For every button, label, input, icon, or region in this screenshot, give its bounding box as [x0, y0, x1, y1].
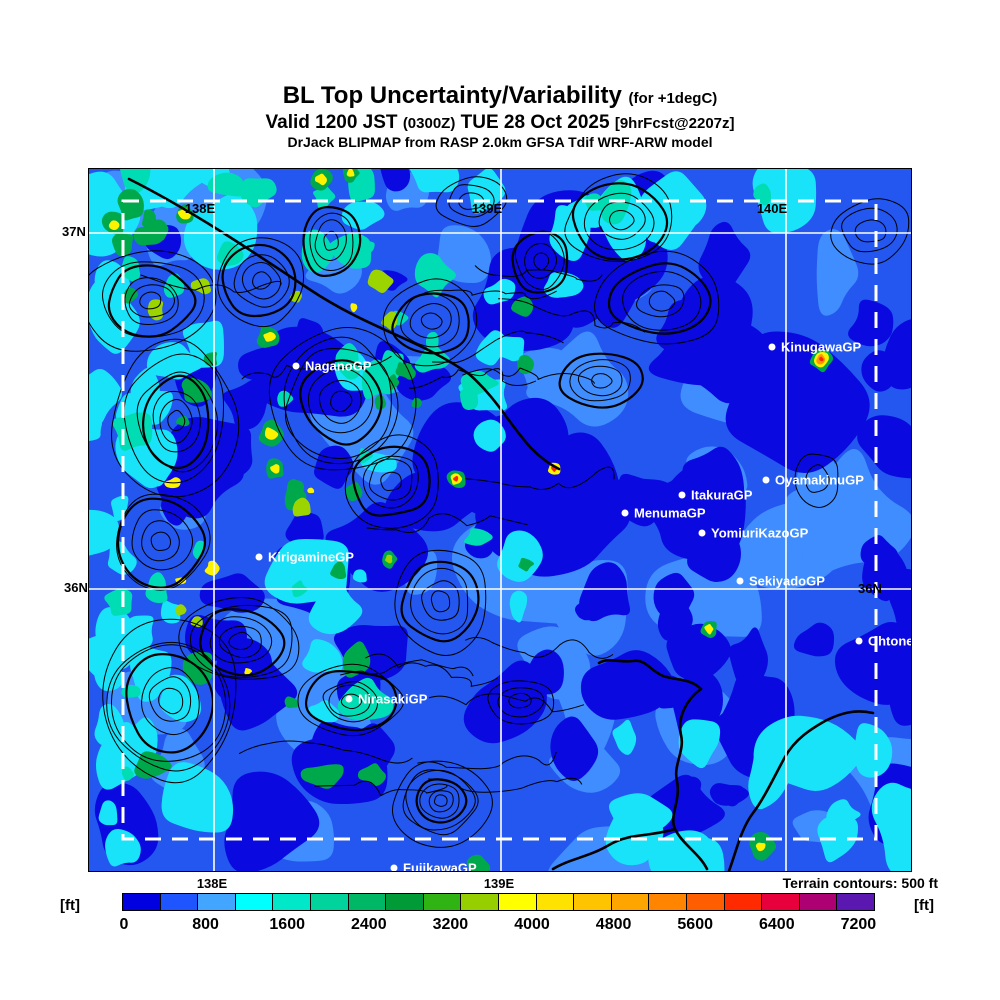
station-markers: NaganoGP KinugawaGP OyamakinuGP ItakuraGP Me… [255, 340, 912, 873]
dashed-domain-box [121, 199, 878, 841]
grid-lines [89, 169, 911, 871]
meridian-label: 138E [185, 201, 216, 216]
colorbar-segment [198, 894, 236, 910]
title-main: BL Top Uncertainty/Variability [282, 82, 622, 109]
station-label: NirasakiGP [358, 692, 428, 707]
valid-line: Valid 1200 JST (0300Z) TUE 28 Oct 2025 [… [0, 112, 1000, 134]
colorbar-tick-label: 5600 [677, 916, 713, 933]
station-label: KinugawaGP [781, 340, 862, 355]
title-block: BL Top Uncertainty/Variability (for +1de… [0, 82, 1000, 151]
meridian-label: 140E [757, 201, 788, 216]
terrain-note: Terrain contours: 500 ft [782, 875, 938, 891]
colorbar-tick-label: 2400 [351, 916, 387, 933]
terrain-contours [89, 173, 910, 848]
station-label: YomiuriKazoGP [711, 526, 809, 541]
valid-time: Valid 1200 JST [265, 111, 398, 133]
colorbar-ticks: 0 800 1600 2400 3200 4000 4800 5600 6400 7200 [119, 916, 877, 938]
colorbar-segment [273, 894, 311, 910]
valid-forecast-tag: [9hrFcst@2207z] [614, 114, 735, 132]
colorbar-segment [724, 894, 763, 910]
colorbar-segment [837, 894, 874, 910]
lat-label-37n: 37N [62, 224, 86, 239]
bottom-axis: 138E 139E [0, 876, 1000, 892]
forecast-map: 138E 139E 140E 36N NaganoGP KinugawaGP Oyamaki… [62, 168, 912, 872]
station-label: MenumaGP [634, 506, 706, 521]
lat-label-36n: 36N [64, 580, 88, 595]
colorbar-tick-label: 3200 [432, 916, 469, 933]
valid-date: TUE 28 Oct 2025 [460, 111, 610, 133]
station-label: OhtoneGP [868, 634, 912, 649]
station-dot [736, 577, 744, 585]
station-label: SekiyadoGP [749, 574, 825, 589]
station-label: OyamakinuGP [775, 473, 864, 488]
colorbar-tick-label: 1600 [269, 916, 305, 933]
colorbar-segment [461, 894, 499, 910]
colorbar-segment [498, 894, 537, 910]
meridian-label: 139E [472, 201, 503, 216]
colorbar-segment [649, 894, 687, 910]
colorbar-tick-label: 800 [192, 916, 219, 933]
colorbar-segment [611, 894, 650, 910]
station-label: KirigamineGP [268, 550, 354, 565]
axis-label-139e: 139E [483, 876, 515, 891]
colorbar-segment [386, 894, 424, 910]
model-line: DrJack BLIPMAP from RASP 2.0km GFSA Tdif… [287, 134, 713, 151]
colorbar-tick-label: 4000 [514, 916, 550, 933]
page-title: BL Top Uncertainty/Variability (for +1de… [0, 82, 1000, 110]
station-label: NaganoGP [305, 359, 372, 374]
title-paren: (for +1degC) [628, 90, 718, 107]
colorbar-segment [536, 894, 575, 910]
colorbar-tick-label: 4800 [595, 916, 632, 933]
station-dot [255, 553, 263, 561]
colorbar-segment [574, 894, 612, 910]
station-dot [698, 529, 706, 537]
station-dot [292, 362, 300, 370]
colorbar-segment [310, 894, 349, 910]
colorbar-segment [348, 894, 387, 910]
colorbar-segment [686, 894, 725, 910]
colorbar-segment [160, 894, 199, 910]
colorbar-unit-right: [ft] [914, 897, 934, 914]
station-dot [345, 695, 353, 703]
coastline [551, 658, 875, 871]
station-dot [678, 491, 686, 499]
valid-zulu: (0300Z) [402, 114, 456, 132]
colorbar-tick-label: 6400 [759, 916, 795, 933]
station-label: ItakuraGP [691, 488, 753, 503]
station-dot [762, 476, 770, 484]
colorbar [122, 893, 875, 911]
station-label: FujikawaGP [403, 861, 477, 873]
colorbar-segment [762, 894, 800, 910]
colorbar-segment [123, 894, 161, 910]
station-dot [390, 864, 398, 871]
lat-label-36n-right: 36N [858, 581, 882, 596]
colorbar-tick-label: 0 [119, 916, 129, 933]
colorbar-segment [423, 894, 462, 910]
station-dot [855, 637, 863, 645]
station-dot [768, 343, 776, 351]
grid-labels: 138E 139E 140E 36N [185, 201, 882, 596]
axis-label-138e: 138E [196, 876, 228, 891]
colorbar-unit-left: [ft] [60, 897, 80, 914]
colorbar-segment [799, 894, 838, 910]
map-canvas: 138E 139E 140E 36N NaganoGP KinugawaGP Oyamaki… [88, 168, 912, 872]
station-dot [621, 509, 629, 517]
colorbar-tick-label: 7200 [840, 916, 877, 933]
colorbar-segment [235, 894, 274, 910]
